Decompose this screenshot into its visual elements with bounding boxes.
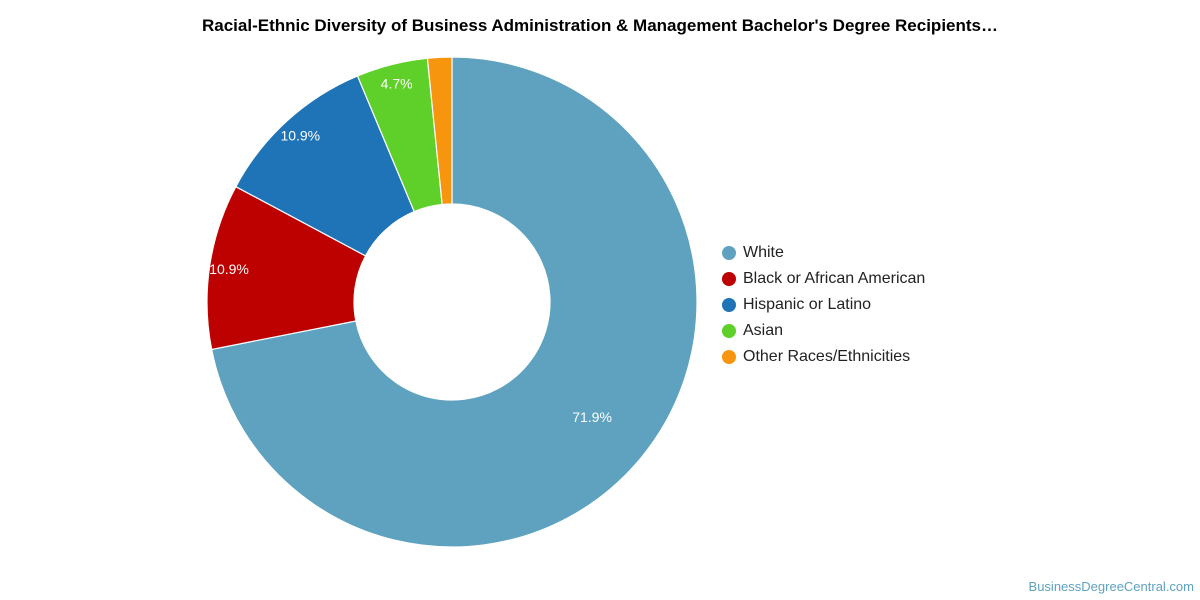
- legend-marker: [722, 298, 736, 312]
- legend-item[interactable]: Hispanic or Latino: [722, 292, 925, 318]
- slice-white[interactable]: [210, 56, 698, 548]
- legend-item[interactable]: White: [722, 240, 925, 266]
- legend-label: Other Races/Ethnicities: [743, 348, 911, 365]
- data-label: 10.9%: [209, 261, 249, 277]
- legend-label: White: [743, 244, 784, 261]
- legend-marker: [722, 324, 736, 338]
- legend-label: Black or African American: [743, 270, 926, 287]
- data-label: 4.7%: [381, 76, 413, 92]
- legend-item[interactable]: Black or African American: [722, 266, 925, 292]
- legend-marker: [722, 246, 736, 260]
- chart-title: Racial-Ethnic Diversity of Business Admi…: [201, 16, 998, 35]
- legend-item[interactable]: Other Races/Ethnicities: [722, 344, 925, 370]
- source-credit[interactable]: BusinessDegreeCentral.com: [1028, 579, 1194, 594]
- legend-label: Asian: [743, 322, 784, 339]
- slice-other-races-ethnicities[interactable]: [426, 56, 453, 206]
- chart-legend: White Black or African American Hispanic o…: [722, 240, 925, 370]
- legend-item[interactable]: Asian: [722, 318, 925, 344]
- legend-marker: [722, 350, 736, 364]
- data-label: 10.9%: [280, 127, 320, 143]
- legend-marker: [722, 272, 736, 286]
- data-label: 71.9%: [572, 409, 612, 425]
- legend-label: Hispanic or Latino: [743, 296, 872, 313]
